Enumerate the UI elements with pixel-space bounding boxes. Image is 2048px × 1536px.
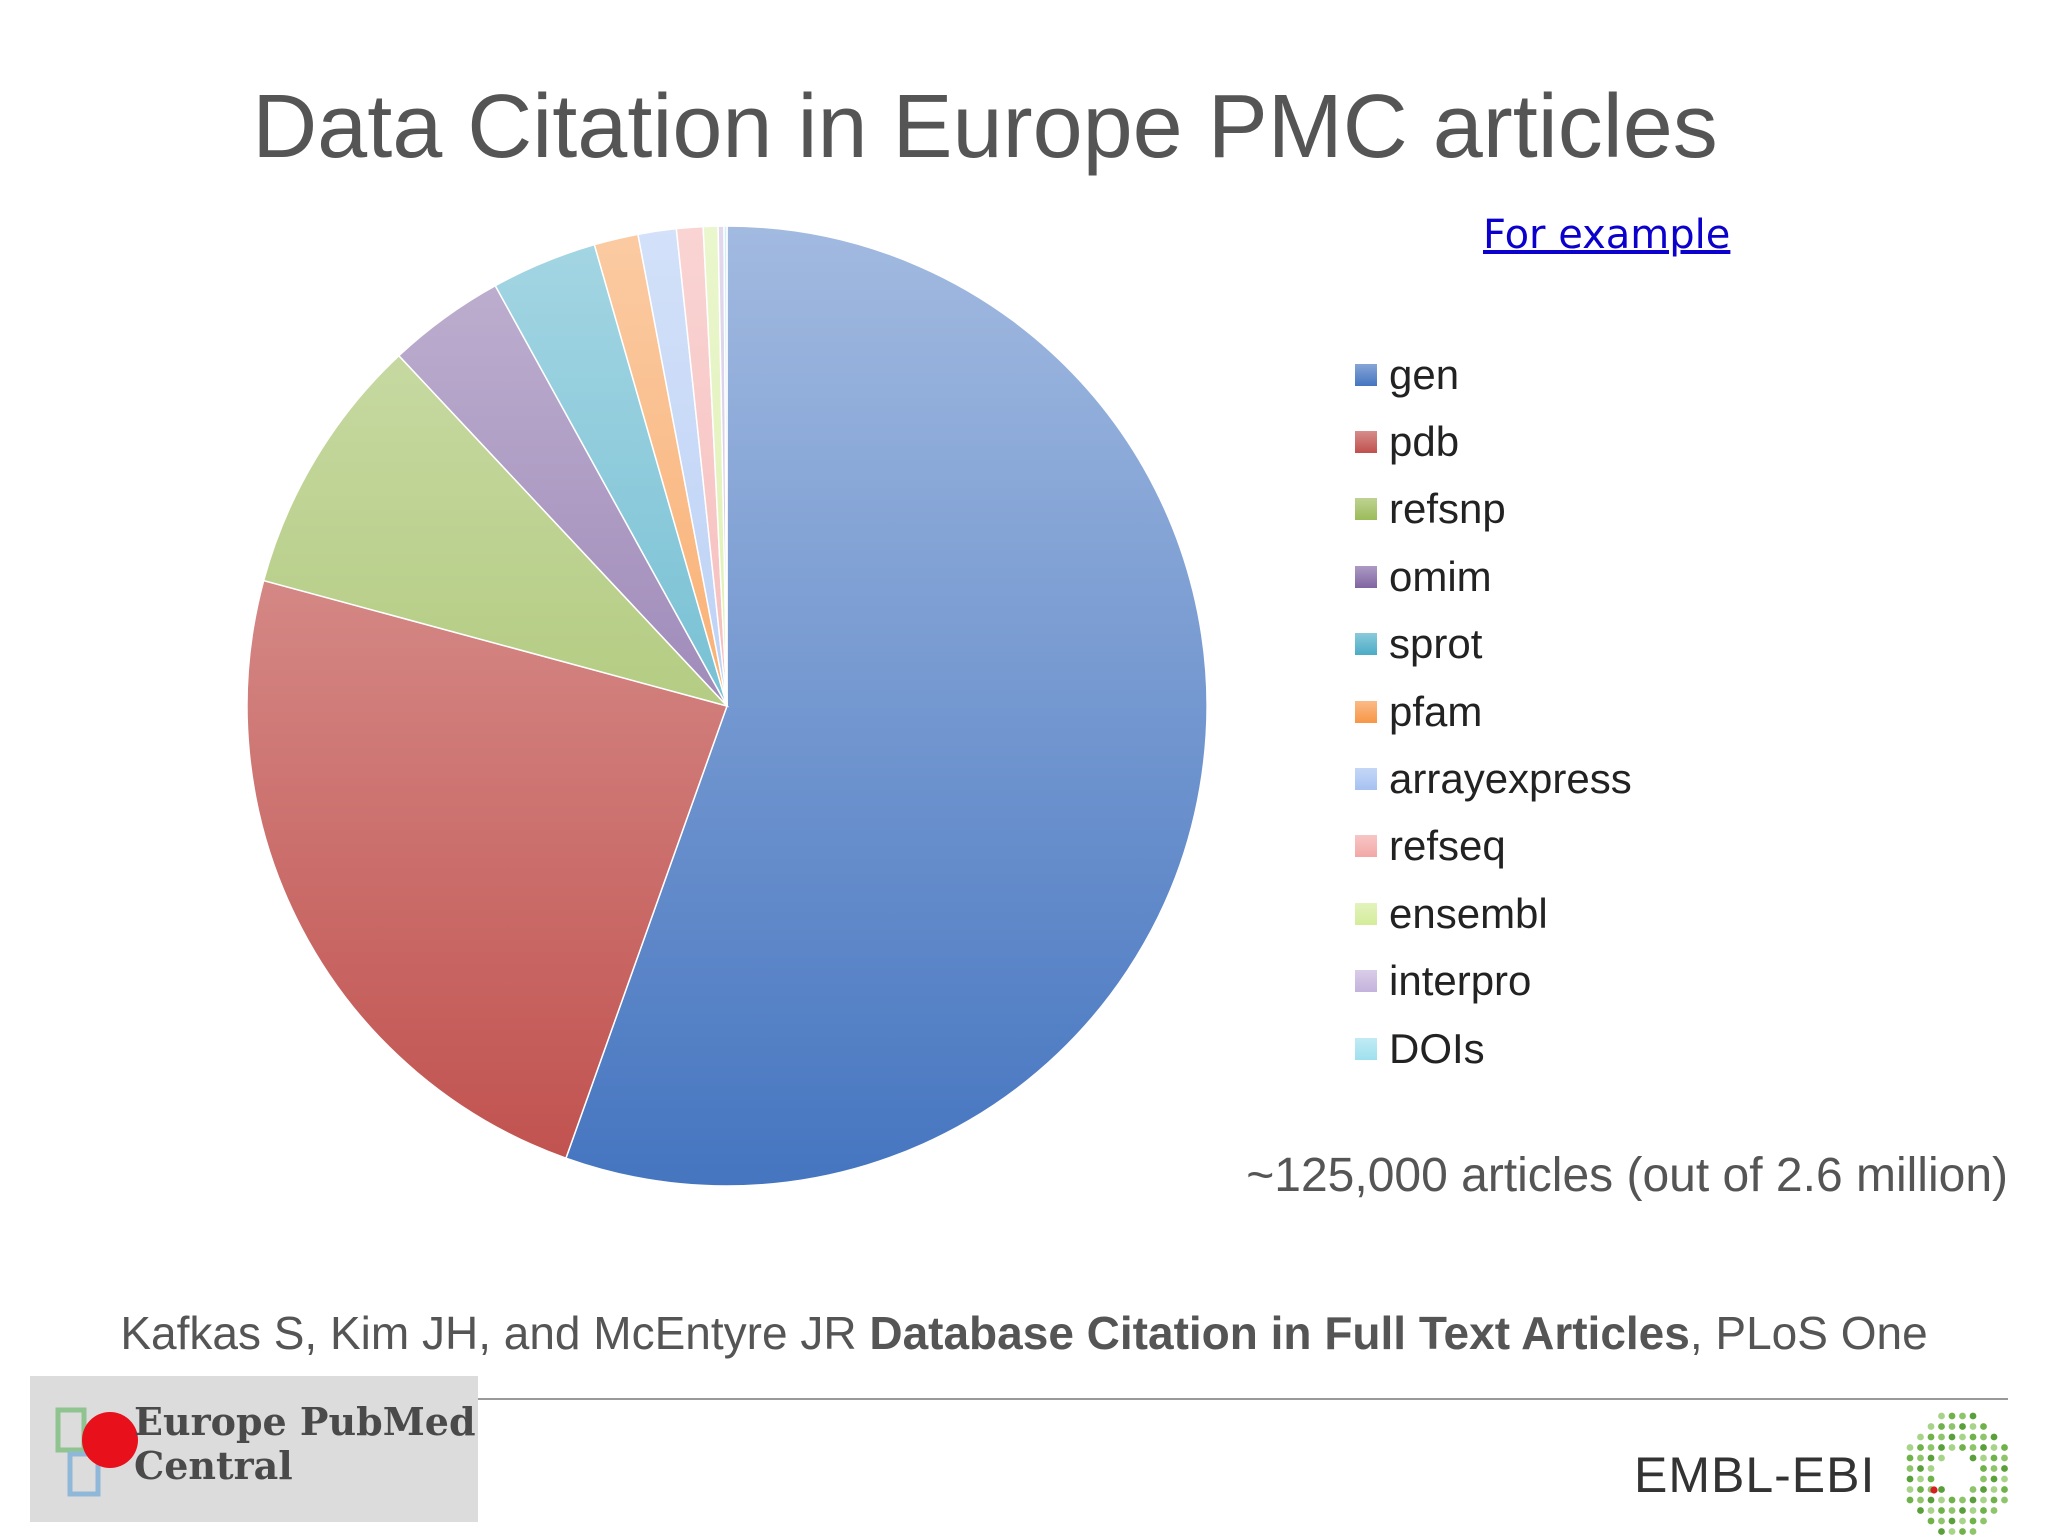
citation-journal: , PLoS One bbox=[1689, 1307, 1928, 1359]
pie-slice-dois bbox=[723, 225, 728, 707]
legend-item-refseq: refseq bbox=[1355, 813, 1632, 880]
legend-label: gen bbox=[1389, 350, 1460, 398]
legend-item-sprot: sprot bbox=[1355, 611, 1632, 678]
legend-swatch bbox=[1355, 768, 1377, 791]
legend-item-arrayexpress: arrayexpress bbox=[1355, 745, 1632, 812]
slide-title: Data Citation in Europe PMC articles bbox=[252, 77, 1718, 177]
epmc-logo-line1: Europe PubMed bbox=[134, 1399, 476, 1444]
legend-label: sprot bbox=[1389, 620, 1483, 668]
legend-item-ensembl: ensembl bbox=[1355, 880, 1632, 947]
pie-slice-refsnp bbox=[262, 354, 730, 708]
europe-pubmed-central-logo: Europe PubMed Central bbox=[30, 1376, 478, 1522]
pie-slice-pdb bbox=[246, 579, 728, 1160]
legend-label: DOIs bbox=[1389, 1024, 1485, 1072]
legend-item-refsnp: refsnp bbox=[1355, 476, 1632, 543]
legend-item-omim: omim bbox=[1355, 543, 1632, 610]
legend-swatch bbox=[1355, 431, 1377, 454]
epmc-logo-icon bbox=[55, 1407, 138, 1497]
pie-slices bbox=[246, 225, 1208, 1187]
legend-swatch bbox=[1355, 363, 1377, 386]
embl-ebi-logo: EMBL-EBI bbox=[1618, 1408, 2018, 1536]
legend-swatch bbox=[1355, 633, 1377, 656]
citation-text: Kafkas S, Kim JH, and McEntyre JR Databa… bbox=[0, 1306, 2048, 1360]
articles-note: ~125,000 articles (out of 2.6 million) bbox=[1246, 1149, 2008, 1202]
legend-swatch bbox=[1355, 1037, 1377, 1060]
epmc-logo-line2: Central bbox=[134, 1443, 293, 1488]
embl-ebi-logo-text: EMBL-EBI bbox=[1634, 1447, 1876, 1503]
legend-label: interpro bbox=[1389, 957, 1532, 1005]
embl-ebi-dots-icon bbox=[1906, 1412, 2008, 1535]
chart-legend: gen pdb refsnp omim sprot pfam arrayexpress ref… bbox=[1355, 341, 1632, 1082]
legend-swatch bbox=[1355, 700, 1377, 723]
pie-slice-gen bbox=[564, 225, 1208, 1187]
footer-divider bbox=[40, 1398, 2008, 1400]
legend-item-interpro: interpro bbox=[1355, 948, 1632, 1015]
legend-item-gen: gen bbox=[1355, 341, 1632, 408]
legend-swatch bbox=[1355, 498, 1377, 521]
legend-item-pfam: pfam bbox=[1355, 678, 1632, 745]
legend-label: omim bbox=[1389, 552, 1492, 600]
legend-swatch bbox=[1355, 970, 1377, 993]
citation-title: Database Citation in Full Text Articles bbox=[869, 1307, 1690, 1359]
citation-authors: Kafkas S, Kim JH, and McEntyre JR bbox=[120, 1307, 870, 1359]
legend-item-pdb: pdb bbox=[1355, 408, 1632, 475]
example-link[interactable]: For example bbox=[1483, 212, 1731, 258]
legend-item-dois: DOIs bbox=[1355, 1015, 1632, 1082]
legend-label: refsnp bbox=[1389, 485, 1506, 533]
legend-swatch bbox=[1355, 902, 1377, 925]
legend-label: pfam bbox=[1389, 687, 1483, 735]
legend-label: refseq bbox=[1389, 822, 1506, 870]
legend-label: ensembl bbox=[1389, 889, 1548, 937]
legend-swatch bbox=[1355, 835, 1377, 858]
legend-swatch bbox=[1355, 565, 1377, 588]
legend-label: pdb bbox=[1389, 418, 1460, 466]
epmc-logo-text: Europe PubMed Central bbox=[134, 1400, 476, 1488]
legend-label: arrayexpress bbox=[1389, 755, 1632, 803]
